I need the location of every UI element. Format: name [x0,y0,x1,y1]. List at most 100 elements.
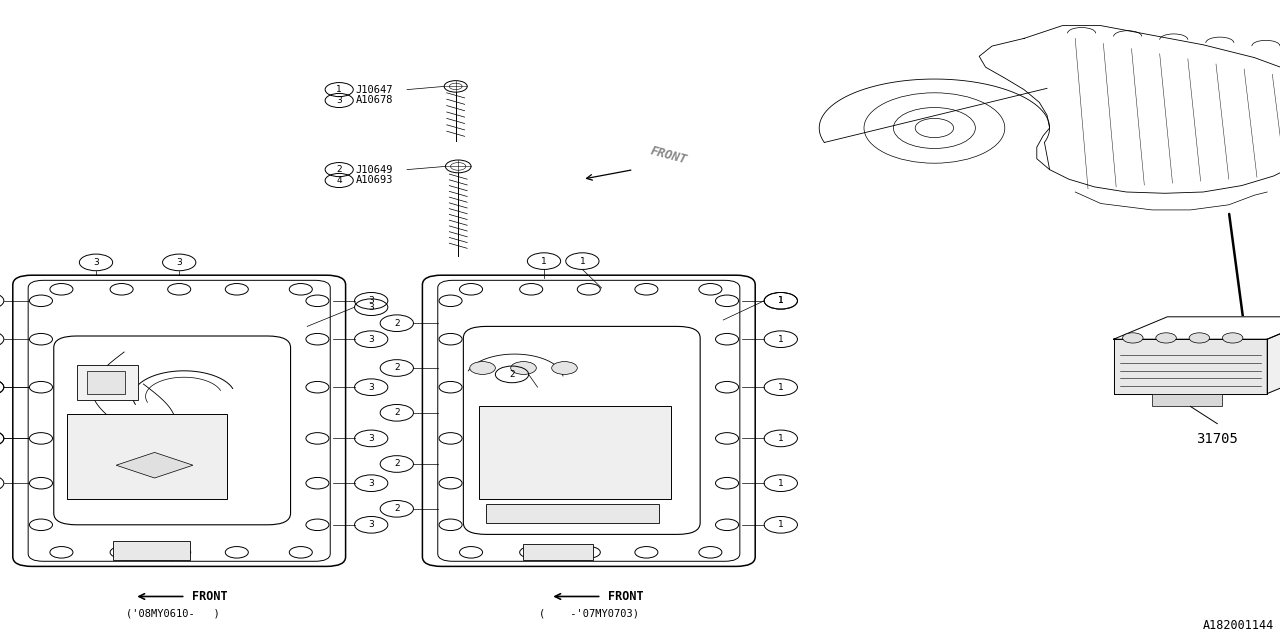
Circle shape [306,381,329,393]
Circle shape [50,547,73,558]
Circle shape [520,284,543,295]
Circle shape [29,519,52,531]
Text: FRONT: FRONT [192,590,228,603]
Circle shape [1156,333,1176,343]
Text: 1: 1 [778,335,783,344]
Text: FRONT: FRONT [608,590,644,603]
Circle shape [289,284,312,295]
Circle shape [29,477,52,489]
Circle shape [577,547,600,558]
Text: 2: 2 [394,364,399,372]
Text: 1: 1 [541,257,547,266]
Bar [486,504,659,523]
Circle shape [460,547,483,558]
Text: 3: 3 [369,479,374,488]
Circle shape [110,547,133,558]
Circle shape [29,381,52,393]
Circle shape [306,333,329,345]
Text: 2: 2 [394,460,399,468]
Circle shape [520,547,543,558]
Circle shape [29,433,52,444]
Circle shape [110,284,133,295]
Circle shape [29,333,52,345]
Text: 3: 3 [337,96,342,105]
Circle shape [439,381,462,393]
Circle shape [306,433,329,444]
Bar [113,541,189,560]
Text: 3: 3 [369,434,374,443]
Polygon shape [1267,317,1280,394]
Text: 1: 1 [778,479,783,488]
Text: J10647: J10647 [356,84,393,95]
Text: 2: 2 [509,370,515,379]
Text: 1: 1 [778,296,783,305]
Text: 1: 1 [778,296,783,305]
Circle shape [439,477,462,489]
Text: A182001144: A182001144 [1202,620,1274,632]
Circle shape [50,284,73,295]
Circle shape [289,547,312,558]
Circle shape [1189,333,1210,343]
Bar [87,371,125,394]
Text: 1: 1 [337,85,342,94]
Circle shape [716,333,739,345]
Circle shape [716,433,739,444]
Circle shape [1123,333,1143,343]
Circle shape [635,284,658,295]
Circle shape [225,284,248,295]
Text: 3: 3 [369,520,374,529]
Circle shape [439,333,462,345]
Circle shape [511,362,536,374]
Circle shape [552,362,577,374]
Bar [67,414,227,499]
Circle shape [577,284,600,295]
Text: 2: 2 [394,408,399,417]
Text: 3: 3 [369,383,374,392]
Circle shape [460,284,483,295]
Polygon shape [1114,339,1267,394]
Text: (    -'07MY0703): ( -'07MY0703) [539,608,639,618]
Text: A10693: A10693 [356,175,393,186]
Text: 3: 3 [369,296,374,305]
Circle shape [439,519,462,531]
Circle shape [306,477,329,489]
Polygon shape [116,452,193,478]
Circle shape [168,284,191,295]
Text: 3: 3 [177,258,182,267]
Text: 1: 1 [778,383,783,392]
Text: J10649: J10649 [356,164,393,175]
Text: 2: 2 [337,165,342,174]
Circle shape [29,295,52,307]
Circle shape [306,519,329,531]
Circle shape [699,284,722,295]
Text: FRONT: FRONT [649,144,689,166]
Text: 3: 3 [369,335,374,344]
Circle shape [716,519,739,531]
Text: 1: 1 [580,257,585,266]
Circle shape [1222,333,1243,343]
Polygon shape [1114,317,1280,339]
Text: 1: 1 [778,520,783,529]
Circle shape [306,295,329,307]
Text: 2: 2 [394,504,399,513]
Bar [522,544,593,560]
Text: 3: 3 [93,258,99,267]
Text: 4: 4 [337,176,342,185]
Text: 31705: 31705 [1197,432,1238,446]
Circle shape [168,547,191,558]
Text: 2: 2 [394,319,399,328]
Circle shape [439,433,462,444]
Circle shape [470,362,495,374]
Circle shape [225,547,248,558]
Bar [77,365,138,400]
Text: A10678: A10678 [356,95,393,106]
Bar [479,406,671,499]
Circle shape [699,547,722,558]
Text: ('08MY0610-   ): ('08MY0610- ) [125,608,220,618]
Circle shape [716,381,739,393]
Circle shape [635,547,658,558]
Bar [1152,394,1222,406]
Text: 3: 3 [369,303,374,312]
Circle shape [716,295,739,307]
Circle shape [439,295,462,307]
